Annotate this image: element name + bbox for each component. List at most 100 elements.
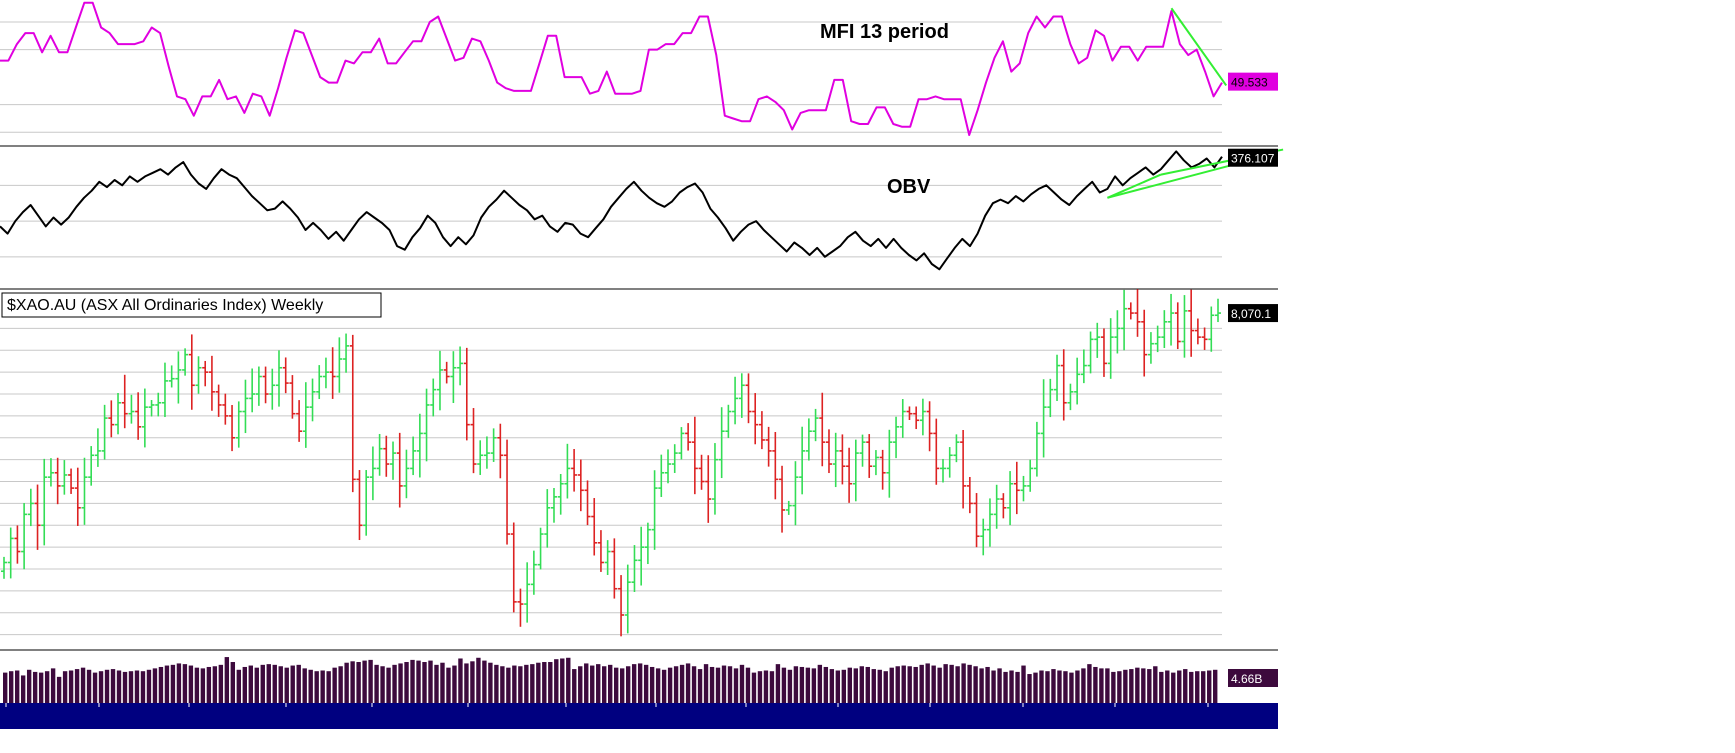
ohlc-bar [537,527,544,570]
volume-bar [404,662,409,703]
volume-bar [596,664,601,703]
ohlc-bar [825,429,832,474]
volume-bar [392,664,397,703]
ohlc-bar [631,545,638,593]
ohlc-bar [919,398,926,436]
volume-bar [913,666,918,703]
volume-bar [631,664,637,703]
volume-bar [488,662,493,703]
ohlc-bar [571,449,578,492]
ohlc-bar [195,356,202,394]
volume-bar [1129,669,1134,703]
obv-last-value: 376.107 [1228,148,1278,167]
ohlc-bar [1141,309,1148,377]
volume-bar [1183,669,1188,703]
ohlc-bar [1094,322,1101,358]
volume-bar [1177,670,1182,703]
volume-bar [122,671,128,703]
ohlc-bar [812,408,819,442]
volume-bar [1051,669,1056,703]
ohlc-bar [1000,493,1007,519]
ohlc-bar [678,427,685,460]
ohlc-bar [765,426,772,467]
ohlc-bar [832,432,839,488]
volume-bar [655,668,661,703]
volume-bar [967,664,972,703]
volume-bar [194,667,200,703]
volume-bar [661,669,667,703]
volume-bar [727,666,733,703]
ohlc-bar [329,347,336,399]
ohlc-bar [74,467,81,526]
volume-bar [350,661,355,703]
ohlc-bar [1168,293,1175,346]
volume-bar [763,670,769,703]
volume-bar [140,671,146,703]
volume-bar [709,666,715,703]
volume-bar [56,676,62,703]
ohlc-bar [430,378,437,417]
ohlc-bar [161,362,168,418]
ohlc-bar [34,484,41,550]
volume-bar [805,667,811,703]
volume-bar [781,667,787,703]
volume-bar [685,663,691,703]
volume-bar [793,666,799,703]
volume-bar [170,664,176,703]
volume-bar [218,664,224,703]
volume-bar [452,665,457,703]
ohlc-bar [336,337,343,393]
ohlc-bar [1147,332,1154,364]
ohlc-bar [7,527,14,579]
volume-bar [512,665,517,703]
ohlc-bar [899,399,906,438]
ohlc-bar [215,384,222,417]
ohlc-bar [604,540,611,575]
ohlc-bar [1114,310,1121,354]
volume-bar [524,664,529,703]
volume-bar [895,666,900,703]
ohlc-bar [128,394,135,424]
ohlc-bar [879,449,886,490]
mfi-title: MFI 13 period [820,21,949,43]
ohlc-bar [423,388,430,462]
volume-bar [50,668,56,703]
ohlc-bar [544,489,551,548]
volume-bar [985,666,990,703]
volume-bar [260,664,265,703]
volume-bar [1111,671,1116,703]
volume-bar [182,664,188,703]
ohlc-bar [819,392,826,467]
volume-bar [697,669,703,703]
volume-bar [829,669,835,703]
volume-bar [1201,671,1206,703]
ohlc-bar [436,350,443,411]
ohlc-bar [906,406,913,420]
ohlc-bar [275,350,282,407]
ohlc-bar [517,588,524,627]
ohlc-bar [805,418,812,461]
ohlc-bar [410,436,417,476]
volume-bar [20,675,26,703]
ohlc-bar [785,500,792,515]
volume-bar [110,669,116,703]
volume-bar [757,671,763,703]
ohlc-bar [1047,378,1054,418]
ohlc-bar [81,457,88,525]
mfi-last-value-text: 49.533 [1231,76,1268,90]
grid-lines [0,21,1222,636]
volume-bar [428,660,433,703]
ohlc-bar [376,433,383,476]
ohlc-bar [866,434,873,478]
ohlc-bar [752,393,759,445]
ohlc-bar [255,366,262,406]
volume-bar [925,663,930,703]
ohlc-bar [564,443,571,499]
volume-bar [608,664,613,703]
volume-bar [1039,670,1044,703]
volume-bar [212,666,218,703]
ohlc-bar [403,449,410,499]
ohlc-bar [1107,318,1114,379]
volume-bar [254,667,259,703]
